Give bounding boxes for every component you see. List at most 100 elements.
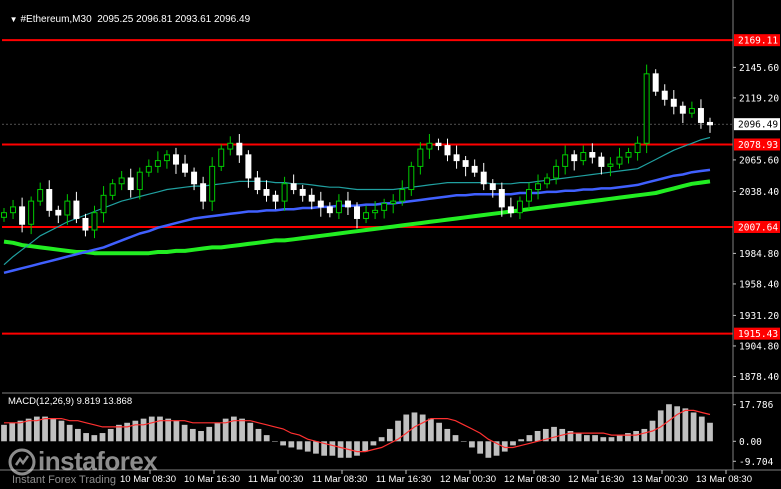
candle-body	[670, 98, 677, 107]
candle-body	[381, 202, 388, 211]
ohlc-label: 2095.25 2096.81 2093.61 2096.49	[97, 14, 251, 25]
macd-histogram-bar	[625, 433, 631, 442]
current-price-tag	[734, 118, 780, 131]
candle-body	[571, 154, 578, 162]
macd-histogram-bar	[140, 418, 147, 442]
candle-body	[10, 206, 17, 214]
macd-histogram-bar	[239, 418, 245, 442]
macd-histogram-bar	[296, 441, 303, 450]
candle-body	[607, 163, 614, 167]
macd-histogram-bar	[222, 418, 229, 442]
macd-histogram-bar	[477, 441, 484, 454]
macd-histogram-bar	[608, 437, 615, 442]
candle-body	[218, 148, 225, 167]
macd-histogram-bar	[666, 404, 672, 442]
candle-body	[19, 206, 26, 225]
price-tick-label: 2119.20	[739, 93, 779, 104]
time-tick-label: 12 Mar 08:30	[504, 474, 560, 485]
macd-histogram-bar	[198, 431, 204, 442]
macd-histogram-bar	[288, 441, 295, 448]
candle-body	[354, 206, 360, 219]
candle-body	[589, 152, 596, 158]
candle-body	[372, 209, 379, 214]
macd-histogram-bar	[641, 428, 648, 442]
macd-tick-label: 0.00	[739, 437, 762, 448]
watermark-name: instaforex	[38, 446, 158, 476]
price-tick-label: 1931.20	[739, 311, 779, 322]
price-tick-label: 1958.40	[739, 279, 779, 290]
candle-body	[236, 142, 243, 156]
level-label: 2078.93	[738, 140, 778, 151]
candle-body	[154, 160, 161, 167]
macd-histogram-bar	[247, 422, 254, 442]
macd-histogram-bar	[1, 424, 7, 442]
candle-body	[191, 171, 198, 185]
macd-histogram-bar	[395, 420, 401, 442]
macd-histogram-bar	[526, 435, 533, 442]
level-tag	[734, 34, 780, 47]
macd-histogram-bar	[99, 433, 106, 442]
levels-layer: 2169.11 2078.93 2007.64 1915.43 2096.49	[2, 34, 780, 340]
macd-histogram-bar	[263, 435, 270, 442]
candle-body	[562, 154, 569, 167]
macd-histogram-bar	[75, 428, 81, 442]
macd-histogram-bar	[255, 428, 262, 442]
candle-body	[688, 108, 695, 114]
candle-body	[507, 206, 514, 214]
level-label: 2169.11	[738, 36, 778, 47]
candle-body	[245, 154, 252, 179]
macd-histogram-bar	[9, 422, 16, 442]
candle-body	[281, 183, 288, 202]
candle-body	[200, 183, 207, 202]
price-tick-label: 2145.60	[739, 63, 779, 74]
macd-histogram-bar	[321, 441, 328, 456]
candle-body	[417, 148, 424, 167]
candle-body	[182, 163, 189, 173]
ma-slow-line	[3, 179, 711, 256]
macd-histogram-bar	[567, 431, 574, 442]
macd-histogram-bar	[33, 416, 40, 442]
chart-header: ▼ #Ethereum,M30 2095.25 2096.81 2093.61 2…	[4, 3, 251, 25]
collapse-triangle-icon[interactable]: ▼	[9, 15, 18, 24]
candle-body	[652, 73, 659, 92]
macd-histogram-bar	[157, 416, 163, 442]
macd-histogram-bar	[280, 441, 286, 446]
candle-body	[707, 121, 713, 126]
symbol-label: #Ethereum,M30	[20, 14, 92, 25]
candle-body	[335, 200, 342, 214]
candle-body	[82, 217, 89, 231]
price-axis: 2145.60 2119.20 2065.60 2038.40 1984.80 1958.…	[0, 0, 781, 471]
macd-histogram-bar	[329, 441, 336, 456]
time-tick-label: 11 Mar 16:30	[376, 474, 431, 485]
macd-histogram-bar	[657, 410, 664, 442]
macd-tick-label: -9.704	[739, 457, 774, 468]
macd-histogram-bar	[189, 428, 196, 442]
candle-body	[136, 171, 143, 191]
candle-body	[480, 171, 487, 185]
macd-histogram-bar	[83, 433, 89, 442]
candle-body	[317, 200, 324, 208]
candle-body	[272, 194, 279, 202]
macd-histogram-bar	[313, 441, 319, 454]
time-axis: 10 Mar 08:30 10 Mar 16:30 11 Mar 00:30 11 M…	[120, 470, 752, 485]
macd-histogram-bar	[616, 435, 623, 442]
candle-body	[489, 183, 496, 191]
macd-histogram-bar	[444, 428, 451, 442]
candle-body	[444, 145, 451, 156]
price-tick-label: 2065.60	[739, 155, 779, 166]
candle-body	[498, 189, 505, 208]
candle-body	[91, 212, 98, 231]
candle-body	[254, 177, 261, 191]
macd-signal-line	[4, 409, 711, 453]
watermark-tagline: Instant Forex Trading	[12, 474, 116, 486]
macd-histogram-bar	[493, 441, 500, 456]
macd-histogram-bar	[583, 435, 590, 442]
level-tag	[734, 220, 780, 233]
level-tag	[734, 327, 780, 340]
candle-body	[661, 90, 668, 100]
macd-histogram-bar	[58, 420, 65, 442]
candle-body	[471, 165, 478, 173]
macd-histogram-bar	[428, 418, 434, 442]
candle-body	[227, 142, 234, 150]
